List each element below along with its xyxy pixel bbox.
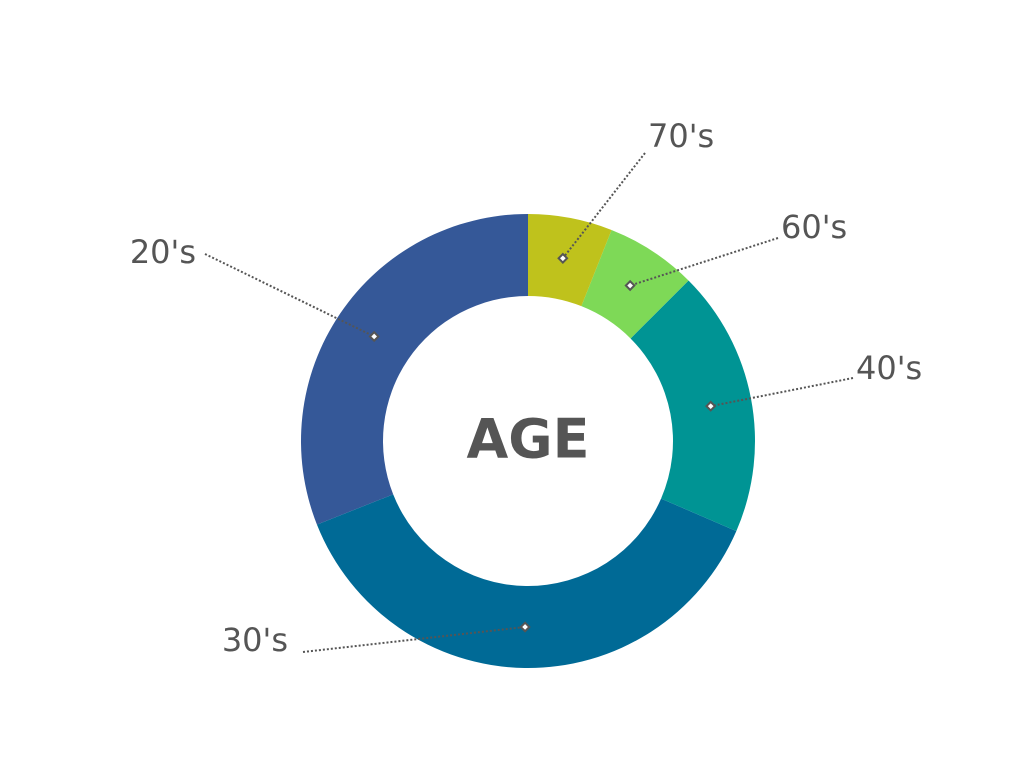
slice [581,229,689,339]
slice-label: 70's [648,117,714,155]
slice-label: 20's [130,233,196,271]
slice [301,214,528,525]
slice [528,214,612,307]
leader-line [302,625,526,653]
slice-label: 30's [222,621,288,659]
leader-marker [519,621,531,633]
slice [316,494,737,668]
slice [630,280,756,532]
leader-marker [624,279,636,292]
slice-label: 40's [856,349,922,387]
labels: 70's 60's 40's 30's 20's [130,117,922,659]
leader-line [204,253,375,338]
leader-line [710,377,854,408]
leader-line [629,237,779,287]
slice-label: 60's [781,208,847,246]
chart-title: AGE [466,408,589,471]
leader-marker [368,330,380,343]
leader-marker [557,252,569,264]
leader-marker [705,400,717,412]
